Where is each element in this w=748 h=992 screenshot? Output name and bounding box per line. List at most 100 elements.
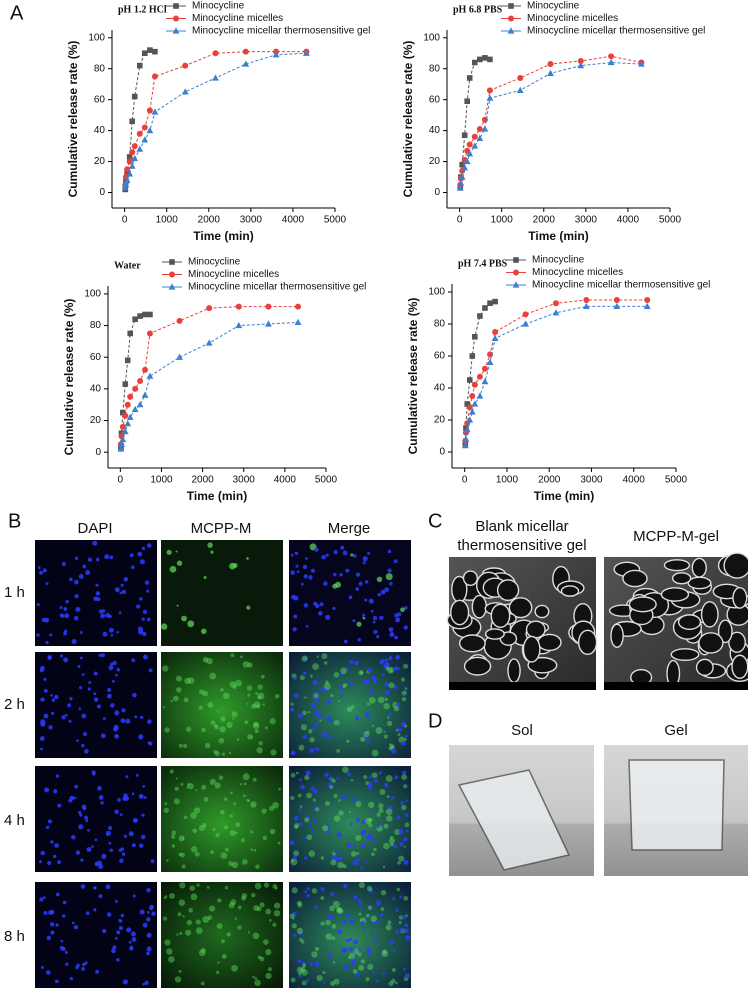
signal xyxy=(255,692,259,696)
nucleus xyxy=(96,597,101,602)
nucleus xyxy=(139,909,145,915)
point xyxy=(466,141,473,148)
nucleus xyxy=(342,550,348,556)
nucleus xyxy=(346,842,352,848)
point xyxy=(466,150,474,157)
signal xyxy=(170,699,173,703)
nucleus xyxy=(326,824,331,829)
nucleus xyxy=(39,570,44,575)
point xyxy=(141,124,148,131)
signal xyxy=(350,851,357,857)
nucleus xyxy=(114,937,118,940)
nucleus xyxy=(139,559,145,565)
signal xyxy=(252,932,260,940)
nucleus xyxy=(75,850,81,855)
signal xyxy=(256,747,263,754)
nucleus xyxy=(405,935,411,941)
nucleus xyxy=(37,566,41,570)
signal xyxy=(225,847,229,852)
row-label: 8 h xyxy=(4,928,25,945)
nucleus xyxy=(121,852,126,856)
pore xyxy=(496,579,520,602)
signal xyxy=(325,919,331,926)
signal xyxy=(398,915,404,920)
signal xyxy=(162,665,169,672)
nucleus xyxy=(376,824,380,828)
signal xyxy=(362,616,365,620)
panel-label: A xyxy=(10,2,24,24)
nucleus xyxy=(384,587,389,593)
signal xyxy=(333,794,338,799)
micrograph xyxy=(289,766,411,872)
nucleus xyxy=(399,842,404,847)
nucleus xyxy=(310,702,317,708)
signal xyxy=(269,919,272,922)
nucleus xyxy=(93,908,97,912)
signal xyxy=(220,852,228,859)
x-tick-label: 1000 xyxy=(150,475,173,486)
nucleus xyxy=(348,595,353,600)
nucleus xyxy=(73,615,79,621)
signal xyxy=(323,682,331,690)
signal xyxy=(218,737,225,744)
point xyxy=(459,161,465,168)
nucleus xyxy=(108,665,114,671)
nucleus xyxy=(59,606,63,609)
signal xyxy=(312,798,316,802)
signal xyxy=(246,685,253,691)
pore xyxy=(660,587,690,602)
nucleus xyxy=(335,856,341,862)
point xyxy=(131,143,138,150)
nucleus xyxy=(397,612,402,617)
point xyxy=(461,442,469,449)
signal xyxy=(400,677,406,682)
micrograph xyxy=(161,540,283,646)
point xyxy=(461,164,469,171)
beaker xyxy=(457,769,571,871)
signal xyxy=(325,680,329,685)
nucleus xyxy=(47,819,53,824)
legend-label: Minocycline xyxy=(527,1,580,12)
signal xyxy=(308,850,316,858)
nucleus xyxy=(78,686,83,690)
signal xyxy=(391,978,396,984)
signal xyxy=(176,560,183,566)
nucleus xyxy=(84,961,88,965)
pore xyxy=(450,599,470,626)
nucleus xyxy=(327,953,333,958)
legend-label: Minocycline xyxy=(188,257,241,268)
x-tick-label: 1000 xyxy=(156,215,179,226)
nucleus xyxy=(313,806,318,812)
signal xyxy=(363,774,368,780)
signal xyxy=(331,778,336,783)
nucleus xyxy=(64,629,68,633)
signal xyxy=(203,796,209,802)
nucleus xyxy=(371,809,374,813)
nucleus xyxy=(61,715,66,720)
signal xyxy=(257,955,262,960)
signal xyxy=(164,939,171,946)
point xyxy=(120,409,126,416)
signal xyxy=(242,859,248,865)
nucleus xyxy=(383,664,388,669)
signal xyxy=(388,682,395,689)
signal xyxy=(274,694,280,699)
signal xyxy=(309,736,315,743)
signal xyxy=(333,815,341,822)
signal xyxy=(247,662,253,668)
nucleus xyxy=(405,799,409,802)
nucleus xyxy=(399,895,403,899)
signal xyxy=(251,892,256,898)
nucleus xyxy=(142,654,148,660)
signal xyxy=(366,702,370,706)
nucleus xyxy=(303,603,309,608)
signal xyxy=(171,834,176,839)
nucleus xyxy=(84,815,89,820)
signal xyxy=(166,859,169,862)
signal xyxy=(235,679,242,687)
nucleus xyxy=(138,734,144,740)
column-label: MCPP-M xyxy=(191,520,252,537)
point xyxy=(136,130,143,137)
nucleus xyxy=(98,795,104,800)
